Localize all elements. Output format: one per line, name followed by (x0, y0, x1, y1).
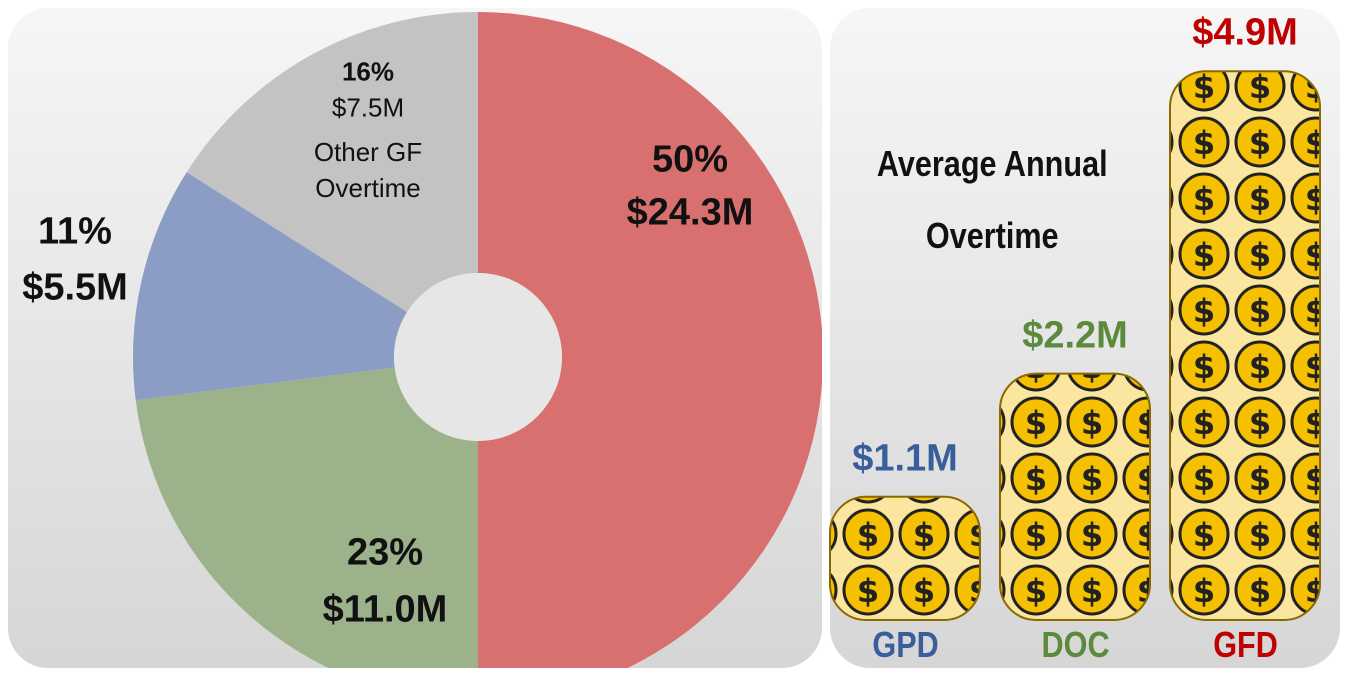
slice-category: Other GF Overtime (313, 137, 423, 203)
bars (829, 70, 1321, 621)
value-label: $1.1M (852, 437, 958, 480)
category-label: DOC (1041, 624, 1110, 665)
slice-amount: $11.0M (322, 588, 448, 631)
donut (133, 12, 822, 668)
chart-title: Average Annual Overtime (876, 143, 1108, 256)
donut-slice (135, 367, 478, 668)
slice-amount: $24.3M (626, 191, 754, 234)
donut-slice (133, 172, 408, 401)
slice-percent: 23% (346, 531, 424, 574)
donut-hole (394, 273, 562, 441)
value-label: $2.2M (1022, 314, 1128, 357)
money-bag-pile (999, 372, 1151, 621)
money-bag-pile (1169, 70, 1321, 621)
value-label: $4.9M (1192, 11, 1298, 54)
category-label: GFD (1213, 624, 1278, 665)
slice-amount: $5.5M (22, 266, 128, 309)
slice-amount: $7.5M (331, 92, 405, 123)
slice-percent: 11% (38, 210, 112, 253)
category-label: GPD (872, 624, 939, 665)
donut-slice (478, 12, 822, 668)
donut-slice (186, 12, 479, 312)
slice-percent: 16% (341, 56, 395, 87)
money-bag-pile (829, 495, 981, 621)
slice-percent: 50% (651, 138, 729, 181)
